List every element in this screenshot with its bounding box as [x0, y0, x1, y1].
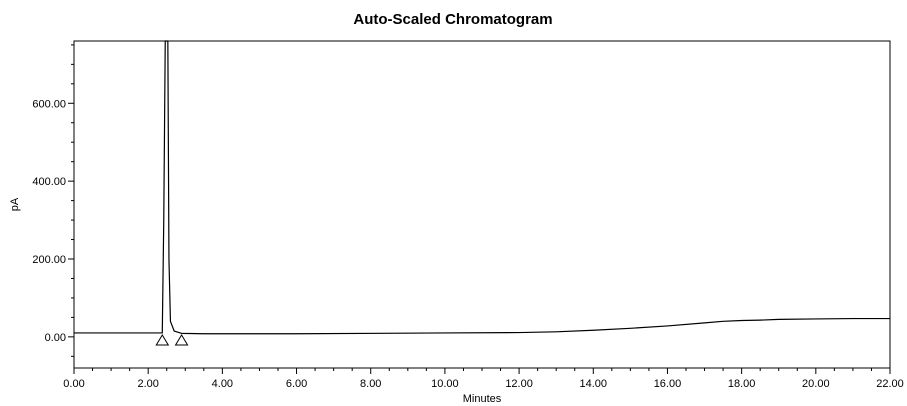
x-axis-label: Minutes — [463, 393, 502, 405]
baseline-marker — [174, 333, 189, 346]
baseline-marker — [155, 333, 170, 346]
x-tick-label: 8.00 — [360, 378, 381, 390]
y-axis-label: pA — [9, 197, 21, 211]
x-tick-label: 6.00 — [286, 378, 307, 390]
y-tick-label: 0.00 — [45, 332, 66, 344]
x-tick-label: 20.00 — [802, 378, 830, 390]
axis-ticks — [68, 44, 891, 374]
y-tick-label: 200.00 — [32, 254, 66, 266]
x-tick-label: 0.00 — [63, 378, 84, 390]
chromatogram-trace — [74, 40, 890, 335]
x-tick-label: 12.00 — [505, 378, 533, 390]
chart-title: Auto-Scaled Chromatogram — [353, 11, 552, 28]
y-tick-label: 400.00 — [32, 176, 66, 188]
x-tick-label: 16.00 — [654, 378, 682, 390]
x-tick-label: 14.00 — [580, 378, 608, 390]
plot-frame — [73, 40, 891, 369]
x-tick-label: 10.00 — [431, 378, 459, 390]
x-tick-label: 18.00 — [728, 378, 756, 390]
tick-labels: 0.00 2.00 4.00 6.00 8.00 10.00 12.00 14.00 16.00… — [32, 98, 903, 390]
y-tick-label: 600.00 — [32, 98, 66, 110]
x-tick-label: 4.00 — [212, 378, 233, 390]
plot-area — [73, 40, 891, 369]
x-tick-label: 2.00 — [137, 378, 158, 390]
x-tick-label: 22.00 — [876, 378, 904, 390]
